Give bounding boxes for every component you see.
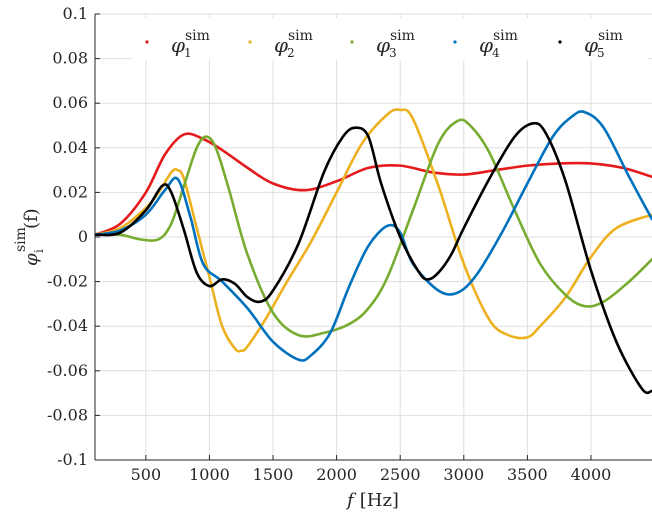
legend-label-3: φ bbox=[376, 33, 390, 57]
y-tick-label: 0.04 bbox=[52, 138, 88, 157]
legend-marker-4 bbox=[453, 40, 457, 44]
y-tick-label: 0.02 bbox=[52, 182, 88, 201]
y-tick-label: 0.06 bbox=[52, 93, 88, 112]
x-axis-label-unit: [Hz] bbox=[360, 490, 399, 511]
legend-marker-5 bbox=[558, 40, 562, 44]
legend-superscript-3: sim bbox=[390, 28, 415, 44]
y-axis-label-base: φ bbox=[21, 253, 42, 266]
y-tick-label: -0.06 bbox=[47, 361, 88, 380]
legend-subscript-4: 4 bbox=[492, 46, 500, 60]
y-tick-label: -0.1 bbox=[57, 450, 88, 469]
x-tick-label: 1000 bbox=[189, 465, 230, 484]
series-line-2 bbox=[95, 108, 652, 353]
x-axis-label: f [Hz] bbox=[345, 490, 399, 511]
series-line-1 bbox=[95, 132, 652, 237]
legend-superscript-1: sim bbox=[185, 28, 210, 44]
legend-marker-1 bbox=[145, 40, 149, 44]
legend-subscript-5: 5 bbox=[597, 46, 605, 60]
x-tick-label: 4000 bbox=[571, 465, 612, 484]
legend-subscript-3: 3 bbox=[389, 46, 397, 60]
x-axis-label-var: f bbox=[345, 490, 357, 511]
series-line-4 bbox=[95, 110, 652, 362]
series-lines bbox=[95, 108, 652, 395]
legend-marker-3 bbox=[350, 40, 354, 44]
y-tick-label: 0 bbox=[78, 227, 88, 246]
y-axis-label-arg: (f) bbox=[21, 208, 42, 229]
legend-label-4: φ bbox=[479, 33, 493, 57]
legend-subscript-1: 1 bbox=[184, 46, 192, 60]
y-tick-label: 0.08 bbox=[52, 49, 88, 68]
x-tick-label: 2000 bbox=[316, 465, 357, 484]
series-line-3 bbox=[95, 118, 652, 338]
legend-superscript-2: sim bbox=[288, 28, 313, 44]
legend-box bbox=[132, 18, 648, 60]
y-tick-label: -0.02 bbox=[47, 272, 88, 291]
legend-label-2: φ bbox=[274, 33, 288, 57]
y-axis-label-sup: sim bbox=[13, 227, 29, 252]
y-axis-label-sub: i bbox=[32, 249, 46, 253]
series-line-5 bbox=[95, 121, 652, 395]
legend-marker-2 bbox=[248, 40, 252, 44]
legend-superscript-5: sim bbox=[598, 28, 623, 44]
x-tick-label: 1500 bbox=[253, 465, 294, 484]
y-tick-label: -0.08 bbox=[47, 405, 88, 424]
legend-superscript-4: sim bbox=[493, 28, 518, 44]
x-tick-label: 500 bbox=[131, 465, 162, 484]
x-tick-label: 2500 bbox=[380, 465, 421, 484]
legend-label-1: φ bbox=[171, 33, 185, 57]
legend-subscript-2: 2 bbox=[287, 46, 295, 60]
axes: 500 1000 1500 2000 2500 3000 3500 4000 -0.1 -0.08… bbox=[47, 4, 652, 484]
x-tick-label: 3000 bbox=[443, 465, 484, 484]
x-tick-label: 3500 bbox=[507, 465, 548, 484]
legend-label-5: φ bbox=[584, 33, 598, 57]
y-tick-label: -0.04 bbox=[47, 316, 88, 335]
y-tick-label: 0.1 bbox=[63, 4, 88, 23]
